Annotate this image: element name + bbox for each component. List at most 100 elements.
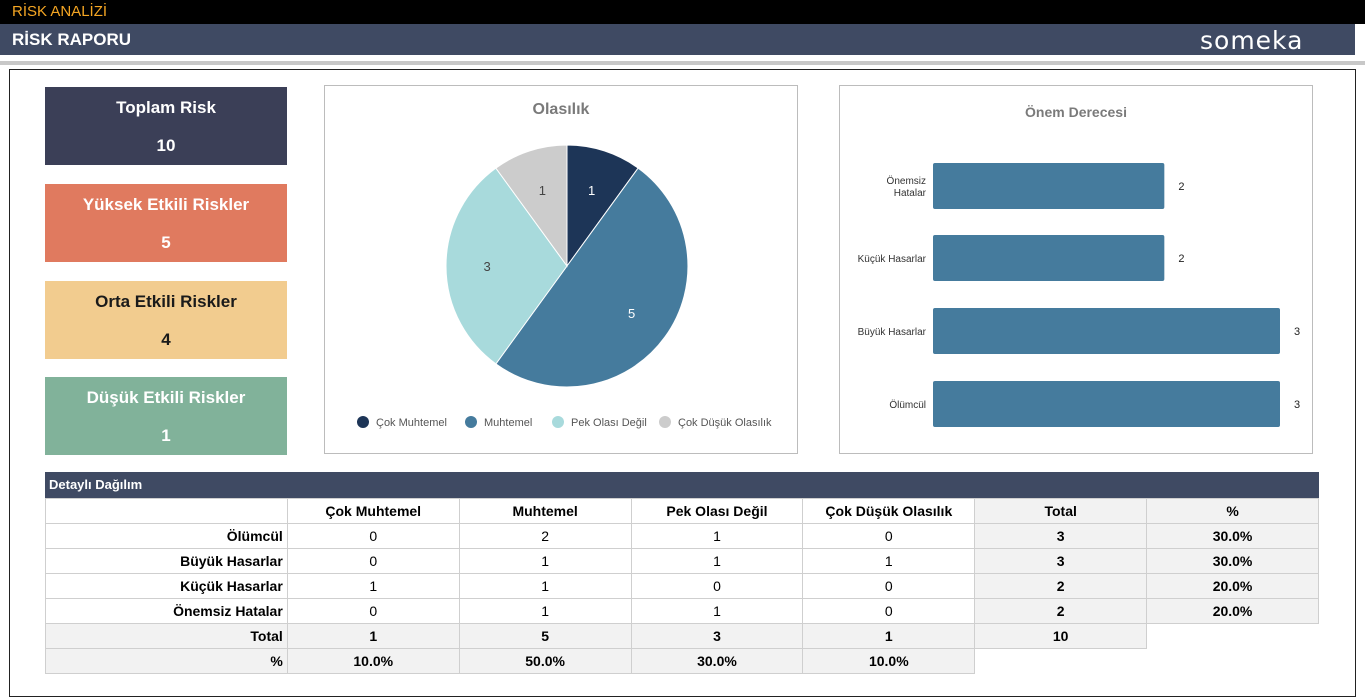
table-cell: 3 bbox=[974, 548, 1148, 574]
row-label: Total bbox=[45, 623, 288, 649]
card-label: Orta Etkili Riskler bbox=[95, 292, 237, 311]
pie-data-label: 5 bbox=[628, 306, 635, 321]
table-cell: 0 bbox=[286, 523, 460, 549]
table-cell: 3 bbox=[974, 523, 1148, 549]
pie-chart-title: Olasılık bbox=[532, 101, 590, 118]
bar-category-label: Büyük Hasarlar bbox=[858, 327, 927, 338]
table-cell: 0 bbox=[286, 548, 460, 574]
table-row: Ölümcül 0 2 1 0 3 30.0% bbox=[45, 523, 1319, 549]
pie-data-label: 1 bbox=[588, 183, 595, 198]
pie-slice-1 bbox=[495, 167, 689, 388]
table-cell: 1 bbox=[630, 598, 804, 624]
legend-marker bbox=[465, 416, 477, 428]
bar-chart-box: Önem Derecesi 2 Önemsiz Hatalar 2 Küçük Hasa… bbox=[839, 85, 1313, 454]
legend-marker bbox=[357, 416, 369, 428]
table-total-row: Total 1 5 3 1 10 bbox=[45, 623, 1319, 649]
table-cell: 0 bbox=[286, 598, 460, 624]
table-cell: 0 bbox=[802, 598, 976, 624]
detail-grid: Çok Muhtemel Muhtemel Pek Olası Değil Çok D… bbox=[45, 498, 1319, 674]
column-header: Çok Muhtemel bbox=[286, 498, 460, 524]
bar-data-label: 2 bbox=[1178, 181, 1184, 193]
total-cell: 1 bbox=[802, 623, 976, 649]
table-cell: 0 bbox=[802, 573, 976, 599]
app-title: RİSK ANALİZİ bbox=[12, 3, 108, 20]
bar-data-label: 3 bbox=[1294, 326, 1300, 338]
pie-chart: 1 5 3 1 Çok Muhtemel Muhtemel Pek Olası Değil Ç… bbox=[357, 144, 772, 429]
total-cell: 1 bbox=[286, 623, 460, 649]
table-cell: 20.0% bbox=[1146, 573, 1319, 599]
table-cell: 1 bbox=[458, 548, 632, 574]
legend-marker bbox=[659, 416, 671, 428]
table-cell: 1 bbox=[802, 548, 976, 574]
detail-table-title: Detaylı Dağılım bbox=[45, 472, 1319, 498]
legend-label: Çok Muhtemel bbox=[376, 417, 447, 429]
pie-chart-box: Olasılık 1 5 3 1 Çok Muhtemel Muhtemel Pek Ola… bbox=[324, 85, 798, 454]
table-header-row: Çok Muhtemel Muhtemel Pek Olası Değil Çok D… bbox=[45, 498, 1319, 524]
page-header: RİSK RAPORU bbox=[0, 24, 1355, 55]
percent-cell: 50.0% bbox=[458, 648, 632, 674]
legend-marker bbox=[552, 416, 564, 428]
card-value: 4 bbox=[161, 330, 171, 349]
table-row: Büyük Hasarlar 0 1 1 1 3 30.0% bbox=[45, 548, 1319, 574]
card-label: Yüksek Etkili Riskler bbox=[82, 195, 250, 214]
row-label: Önemsiz Hatalar bbox=[45, 598, 288, 624]
table-cell: 1 bbox=[458, 598, 632, 624]
table-row: Önemsiz Hatalar 0 1 1 0 2 20.0% bbox=[45, 598, 1319, 624]
column-header: Muhtemel bbox=[458, 498, 632, 524]
table-row: Küçük Hasarlar 1 1 0 0 2 20.0% bbox=[45, 573, 1319, 599]
bar bbox=[933, 235, 1165, 281]
total-cell: 5 bbox=[458, 623, 632, 649]
row-label: Ölümcül bbox=[45, 523, 288, 549]
row-label: Büyük Hasarlar bbox=[45, 548, 288, 574]
table-cell: 0 bbox=[802, 523, 976, 549]
empty-cell bbox=[974, 648, 1147, 674]
bar-category-label: Küçük Hasarlar bbox=[858, 254, 927, 265]
table-percent-row: % 10.0% 50.0% 30.0% 10.0% bbox=[45, 648, 1319, 674]
header-divider bbox=[0, 61, 1365, 65]
detail-table: Detaylı Dağılım Çok Muhtemel Muhtemel Pek … bbox=[45, 472, 1319, 674]
pie-data-label: 1 bbox=[539, 183, 546, 198]
card-low-impact: Düşük Etkili Riskler 1 bbox=[45, 377, 287, 455]
total-cell: 10 bbox=[974, 623, 1148, 649]
legend-label: Muhtemel bbox=[484, 417, 532, 429]
column-header: Pek Olası Değil bbox=[630, 498, 804, 524]
bar bbox=[933, 308, 1280, 354]
card-total-risk: Toplam Risk 10 bbox=[45, 87, 287, 165]
column-header: Çok Düşük Olasılık bbox=[802, 498, 976, 524]
bar-chart-title: Önem Derecesi bbox=[1025, 104, 1127, 120]
column-header bbox=[45, 498, 288, 524]
bar-chart: 2 Önemsiz Hatalar 2 Küçük Hasarlar 3 Büyük Has… bbox=[858, 163, 1300, 427]
card-medium-impact: Orta Etkili Riskler 4 bbox=[45, 281, 287, 359]
someka-logo: someka bbox=[1200, 26, 1304, 55]
total-cell: 3 bbox=[630, 623, 804, 649]
table-cell: 1 bbox=[630, 523, 804, 549]
table-cell: 1 bbox=[458, 573, 632, 599]
table-cell: 2 bbox=[974, 598, 1148, 624]
bar bbox=[933, 381, 1280, 427]
card-value: 1 bbox=[161, 426, 171, 445]
table-cell: 20.0% bbox=[1146, 598, 1319, 624]
card-value: 5 bbox=[161, 233, 171, 252]
table-cell: 2 bbox=[458, 523, 632, 549]
table-cell: 2 bbox=[974, 573, 1148, 599]
percent-cell: 10.0% bbox=[286, 648, 460, 674]
legend-label: Çok Düşük Olasılık bbox=[678, 417, 772, 429]
bar-data-label: 2 bbox=[1178, 253, 1184, 265]
empty-cell bbox=[1146, 648, 1319, 674]
table-cell: 0 bbox=[630, 573, 804, 599]
row-label: % bbox=[45, 648, 288, 674]
row-label: Küçük Hasarlar bbox=[45, 573, 288, 599]
card-high-impact: Yüksek Etkili Riskler 5 bbox=[45, 184, 287, 262]
pie-slice-2 bbox=[445, 167, 568, 365]
table-cell: 1 bbox=[286, 573, 460, 599]
card-value: 10 bbox=[156, 136, 176, 155]
pie-data-label: 3 bbox=[484, 259, 491, 274]
percent-cell: 30.0% bbox=[630, 648, 804, 674]
empty-cell bbox=[1146, 623, 1319, 649]
column-header: Total bbox=[974, 498, 1148, 524]
bar-category-label: Önemsiz Hatalar bbox=[887, 175, 927, 199]
pie-slice-0 bbox=[566, 144, 639, 268]
app-title-bar: RİSK ANALİZİ bbox=[0, 0, 1365, 24]
bar bbox=[933, 163, 1165, 209]
bar-category-label: Ölümcül bbox=[889, 399, 926, 411]
